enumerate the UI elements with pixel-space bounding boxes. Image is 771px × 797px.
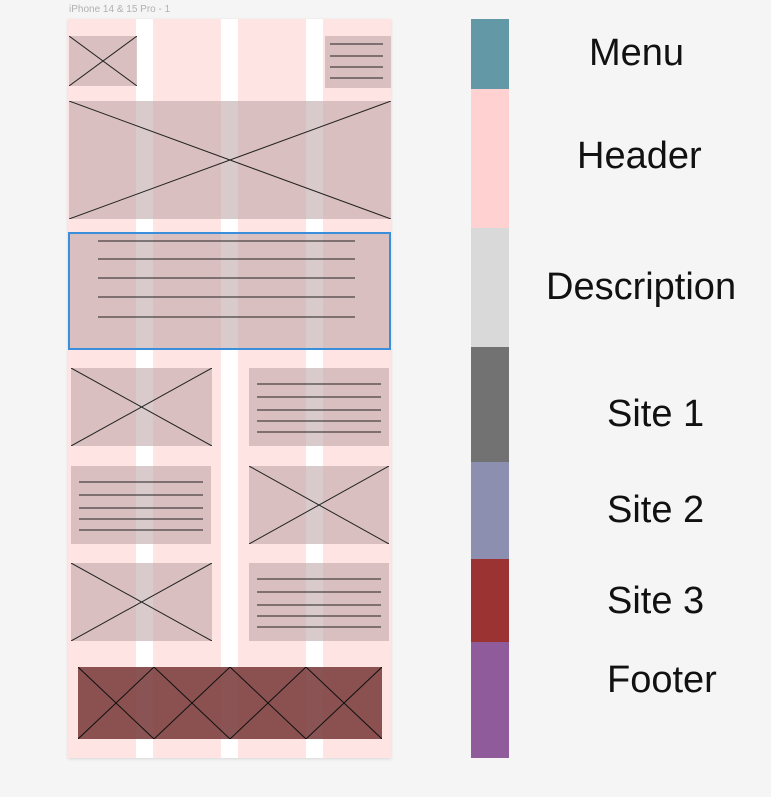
site1-image-placeholder[interactable] <box>71 368 212 446</box>
selection-outline <box>68 232 391 350</box>
description-text-placeholder[interactable] <box>69 233 389 348</box>
menu-logo-placeholder[interactable] <box>69 36 137 86</box>
legend-label-header: Header <box>577 135 702 177</box>
legend-label-site3: Site 3 <box>607 580 705 622</box>
legend-label-site2: Site 2 <box>607 489 705 531</box>
legend-label-site1: Site 1 <box>607 393 705 435</box>
frame-label: iPhone 14 & 15 Pro - 1 <box>69 4 171 15</box>
swatch-site2 <box>471 462 509 559</box>
swatch-menu <box>471 19 509 89</box>
swatch-site3 <box>471 559 509 642</box>
menu-hamburger-placeholder[interactable] <box>325 36 391 88</box>
site2-text-placeholder[interactable] <box>71 466 211 544</box>
legend-label-menu: Menu <box>589 32 685 74</box>
site2-image-placeholder[interactable] <box>249 466 389 544</box>
swatch-header <box>471 89 509 228</box>
legend-label-footer: Footer <box>607 659 717 701</box>
legend-color-bar <box>471 19 509 758</box>
site1-text-placeholder[interactable] <box>249 368 389 446</box>
site3-image-placeholder[interactable] <box>71 563 212 641</box>
footer-image-placeholder[interactable] <box>78 667 382 739</box>
phone-frame[interactable] <box>68 19 391 758</box>
swatch-description <box>471 228 509 347</box>
site3-text-placeholder[interactable] <box>249 563 389 641</box>
legend-label-description: Description <box>546 266 737 308</box>
swatch-footer <box>471 642 509 758</box>
header-image-placeholder[interactable] <box>69 101 391 219</box>
swatch-site1 <box>471 347 509 462</box>
